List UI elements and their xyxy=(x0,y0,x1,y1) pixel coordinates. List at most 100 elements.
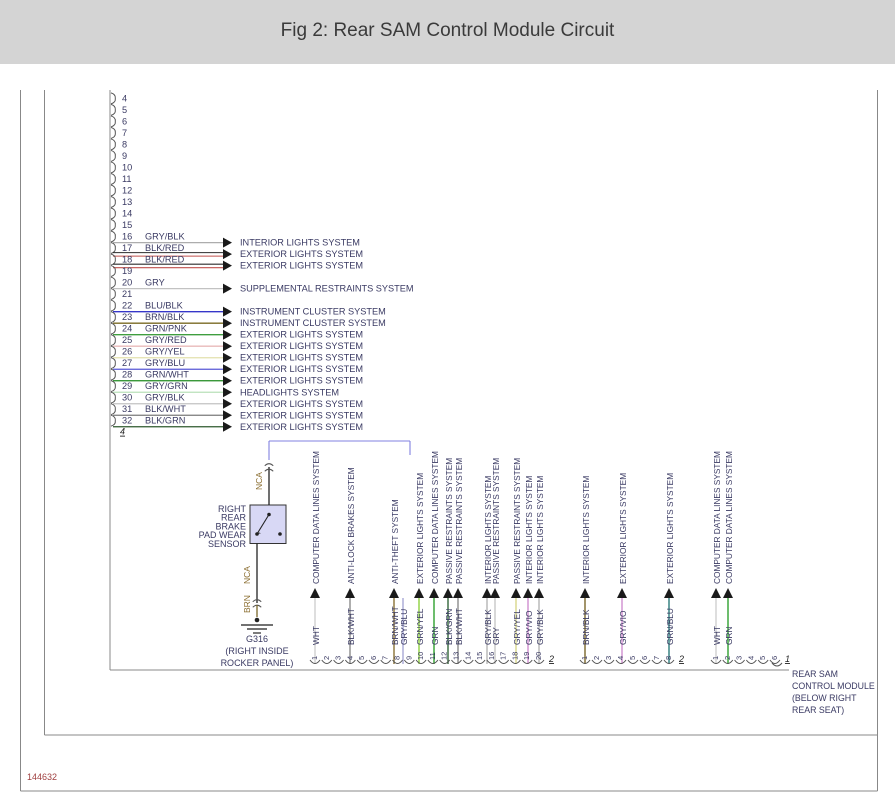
svg-text:9: 9 xyxy=(122,151,127,161)
svg-text:REAR SAM: REAR SAM xyxy=(792,669,838,679)
svg-text:BLK/WHT: BLK/WHT xyxy=(346,608,356,645)
svg-text:24: 24 xyxy=(122,324,132,334)
svg-text:EXTERIOR LIGHTS SYSTEM: EXTERIOR LIGHTS SYSTEM xyxy=(240,353,363,363)
svg-text:11: 11 xyxy=(122,174,132,184)
svg-text:EXTERIOR LIGHTS SYSTEM: EXTERIOR LIGHTS SYSTEM xyxy=(240,410,363,420)
svg-text:WHT: WHT xyxy=(712,626,722,645)
svg-text:EXTERIOR LIGHTS SYSTEM: EXTERIOR LIGHTS SYSTEM xyxy=(415,473,425,584)
svg-text:CONTROL MODULE: CONTROL MODULE xyxy=(792,681,875,691)
svg-text:INSTRUMENT CLUSTER SYSTEM: INSTRUMENT CLUSTER SYSTEM xyxy=(240,307,386,317)
svg-text:1: 1 xyxy=(785,654,790,664)
svg-text:4: 4 xyxy=(122,93,127,103)
svg-text:BRN/BLK: BRN/BLK xyxy=(581,609,591,645)
svg-text:28: 28 xyxy=(122,370,132,380)
svg-text:9: 9 xyxy=(404,656,413,660)
svg-text:GRY/GRN: GRY/GRN xyxy=(145,381,188,391)
svg-text:3: 3 xyxy=(334,656,343,660)
svg-text:GRY/VIO: GRY/VIO xyxy=(524,610,534,645)
svg-text:17: 17 xyxy=(499,652,508,660)
svg-text:26: 26 xyxy=(122,347,132,357)
svg-text:18: 18 xyxy=(510,652,519,660)
svg-text:WHT: WHT xyxy=(311,626,321,645)
svg-text:INTERIOR LIGHTS SYSTEM: INTERIOR LIGHTS SYSTEM xyxy=(581,476,591,584)
svg-text:20: 20 xyxy=(122,278,132,288)
svg-text:20: 20 xyxy=(534,652,543,660)
svg-text:4: 4 xyxy=(746,656,755,660)
svg-text:3: 3 xyxy=(735,656,744,660)
svg-text:PASSIVE RESTRAINTS SYSTEM: PASSIVE RESTRAINTS SYSTEM xyxy=(454,458,464,584)
svg-text:GRN/PNK: GRN/PNK xyxy=(145,324,188,334)
svg-text:(BELOW RIGHT: (BELOW RIGHT xyxy=(792,693,857,703)
svg-text:6: 6 xyxy=(122,116,127,126)
svg-text:8: 8 xyxy=(122,139,127,149)
svg-text:14: 14 xyxy=(122,209,132,219)
svg-text:12: 12 xyxy=(122,185,132,195)
svg-text:ANTI-LOCK BRAKES SYSTEM: ANTI-LOCK BRAKES SYSTEM xyxy=(346,467,356,584)
svg-text:27: 27 xyxy=(122,358,132,368)
svg-text:6: 6 xyxy=(770,656,779,660)
svg-text:5: 5 xyxy=(628,656,637,660)
svg-text:GRY/BLK: GRY/BLK xyxy=(145,393,186,403)
svg-text:1: 1 xyxy=(580,656,589,660)
svg-text:BRN/BLK: BRN/BLK xyxy=(145,312,185,322)
svg-text:31: 31 xyxy=(122,404,132,414)
svg-text:GRY/BLU: GRY/BLU xyxy=(145,358,185,368)
svg-text:EXTERIOR LIGHTS SYSTEM: EXTERIOR LIGHTS SYSTEM xyxy=(240,422,363,432)
svg-text:7: 7 xyxy=(122,128,127,138)
svg-text:10: 10 xyxy=(122,162,132,172)
svg-text:GRN/WHT: GRN/WHT xyxy=(145,370,189,380)
svg-text:EXTERIOR LIGHTS SYSTEM: EXTERIOR LIGHTS SYSTEM xyxy=(240,399,363,409)
svg-text:16: 16 xyxy=(487,652,496,660)
svg-text:INTERIOR LIGHTS SYSTEM: INTERIOR LIGHTS SYSTEM xyxy=(535,476,545,584)
svg-text:19: 19 xyxy=(522,652,531,660)
svg-text:PASSIVE RESTRAINTS SYSTEM: PASSIVE RESTRAINTS SYSTEM xyxy=(444,458,454,584)
svg-text:EXTERIOR LIGHTS SYSTEM: EXTERIOR LIGHTS SYSTEM xyxy=(240,249,363,259)
svg-text:21: 21 xyxy=(122,289,132,299)
svg-text:INSTRUMENT CLUSTER SYSTEM: INSTRUMENT CLUSTER SYSTEM xyxy=(240,318,386,328)
svg-text:NCA: NCA xyxy=(254,472,264,490)
svg-text:G316: G316 xyxy=(246,634,268,644)
svg-text:19: 19 xyxy=(122,266,132,276)
svg-text:4: 4 xyxy=(345,656,354,660)
svg-text:GRN: GRN xyxy=(430,627,440,645)
svg-text:5: 5 xyxy=(758,656,767,660)
svg-text:BLK/RED: BLK/RED xyxy=(145,243,185,253)
svg-text:6: 6 xyxy=(369,656,378,660)
svg-text:5: 5 xyxy=(357,656,366,660)
svg-text:INTERIOR LIGHTS SYSTEM: INTERIOR LIGHTS SYSTEM xyxy=(524,476,534,584)
svg-text:ROCKER PANEL): ROCKER PANEL) xyxy=(221,658,294,668)
svg-text:SUPPLEMENTAL RESTRAINTS SYSTEM: SUPPLEMENTAL RESTRAINTS SYSTEM xyxy=(240,284,414,294)
svg-text:ANTI-THEFT SYSTEM: ANTI-THEFT SYSTEM xyxy=(390,499,400,584)
svg-text:30: 30 xyxy=(122,393,132,403)
svg-text:GRY/BLU: GRY/BLU xyxy=(399,609,409,645)
svg-text:PASSIVE RESTRAINTS SYSTEM: PASSIVE RESTRAINTS SYSTEM xyxy=(512,458,522,584)
svg-text:REAR SEAT): REAR SEAT) xyxy=(792,705,844,715)
svg-text:2: 2 xyxy=(723,656,732,660)
svg-text:25: 25 xyxy=(122,335,132,345)
svg-text:EXTERIOR LIGHTS SYSTEM: EXTERIOR LIGHTS SYSTEM xyxy=(240,376,363,386)
svg-text:GRY/VIO: GRY/VIO xyxy=(618,610,628,645)
svg-text:COMPUTER DATA LINES SYSTEM: COMPUTER DATA LINES SYSTEM xyxy=(311,451,321,584)
svg-text:13: 13 xyxy=(122,197,132,207)
svg-text:GRY/YEL: GRY/YEL xyxy=(512,609,522,645)
svg-text:BLK/WHT: BLK/WHT xyxy=(145,404,186,414)
svg-text:BRN: BRN xyxy=(242,595,252,613)
svg-text:GRN/BLU: GRN/BLU xyxy=(665,608,675,645)
svg-text:BLK/RED: BLK/RED xyxy=(145,255,185,265)
svg-text:SENSOR: SENSOR xyxy=(208,539,247,549)
svg-text:5: 5 xyxy=(122,105,127,115)
svg-text:2: 2 xyxy=(592,656,601,660)
svg-text:EXTERIOR LIGHTS SYSTEM: EXTERIOR LIGHTS SYSTEM xyxy=(618,473,628,584)
svg-text:EXTERIOR LIGHTS SYSTEM: EXTERIOR LIGHTS SYSTEM xyxy=(240,330,363,340)
svg-text:BLK/GRN: BLK/GRN xyxy=(145,416,185,426)
svg-text:12: 12 xyxy=(440,652,449,660)
svg-text:COMPUTER DATA LINES SYSTEM: COMPUTER DATA LINES SYSTEM xyxy=(712,451,722,584)
svg-text:GRN/YEL: GRN/YEL xyxy=(415,608,425,645)
svg-text:GRY/RED: GRY/RED xyxy=(145,335,187,345)
svg-text:GRY: GRY xyxy=(491,627,501,645)
svg-text:BLK/GRN: BLK/GRN xyxy=(444,609,454,645)
svg-text:GRN: GRN xyxy=(724,627,734,645)
svg-text:2: 2 xyxy=(548,654,554,664)
svg-text:7: 7 xyxy=(381,656,390,660)
svg-text:144632: 144632 xyxy=(27,772,57,782)
